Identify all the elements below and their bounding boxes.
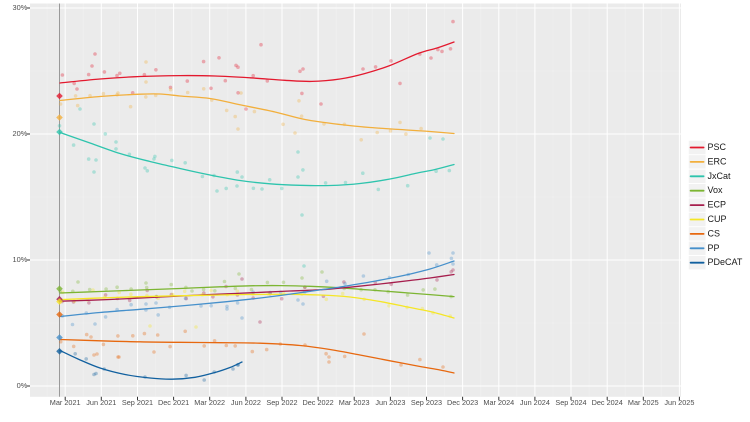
- svg-text:Vox: Vox: [708, 185, 724, 195]
- svg-text:Jun 2022: Jun 2022: [231, 398, 261, 407]
- svg-text:Mar 2024: Mar 2024: [483, 398, 514, 407]
- svg-text:Sep 2021: Sep 2021: [122, 398, 153, 407]
- svg-text:Mar 2021: Mar 2021: [50, 398, 81, 407]
- svg-text:0%: 0%: [17, 381, 28, 390]
- svg-text:PDeCAT: PDeCAT: [708, 257, 743, 267]
- svg-text:Jun 2021: Jun 2021: [86, 398, 116, 407]
- svg-text:Sep 2023: Sep 2023: [411, 398, 442, 407]
- svg-text:Sep 2022: Sep 2022: [266, 398, 297, 407]
- svg-text:Jun 2024: Jun 2024: [520, 398, 550, 407]
- svg-text:CUP: CUP: [708, 214, 727, 224]
- svg-text:CS: CS: [708, 228, 721, 238]
- svg-text:Dec 2021: Dec 2021: [158, 398, 189, 407]
- svg-text:Dec 2023: Dec 2023: [447, 398, 478, 407]
- svg-text:PP: PP: [708, 243, 720, 253]
- svg-text:Mar 2022: Mar 2022: [194, 398, 225, 407]
- svg-text:Sep 2024: Sep 2024: [555, 398, 586, 407]
- svg-text:PSC: PSC: [708, 142, 727, 152]
- svg-text:10%: 10%: [13, 255, 28, 264]
- svg-text:20%: 20%: [13, 129, 28, 138]
- svg-text:Jun 2023: Jun 2023: [375, 398, 405, 407]
- svg-text:30%: 30%: [13, 3, 28, 12]
- svg-text:Dec 2022: Dec 2022: [302, 398, 333, 407]
- svg-text:ECP: ECP: [708, 200, 727, 210]
- svg-text:ERC: ERC: [708, 156, 728, 166]
- svg-text:Mar 2023: Mar 2023: [339, 398, 370, 407]
- svg-text:Jun 2025: Jun 2025: [664, 398, 694, 407]
- svg-text:JxCat: JxCat: [708, 171, 732, 181]
- svg-text:Dec 2024: Dec 2024: [592, 398, 623, 407]
- svg-text:Mar 2025: Mar 2025: [628, 398, 659, 407]
